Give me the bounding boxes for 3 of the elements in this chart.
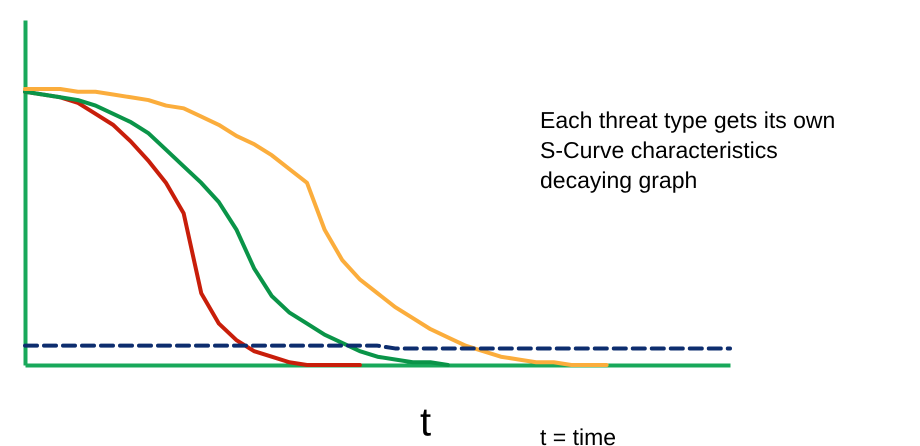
text: t = time [540, 424, 616, 446]
x-axis-title: t [420, 400, 432, 444]
annotation: Each threat type gets its own S-Curve characteristics decaying graph [540, 107, 836, 193]
